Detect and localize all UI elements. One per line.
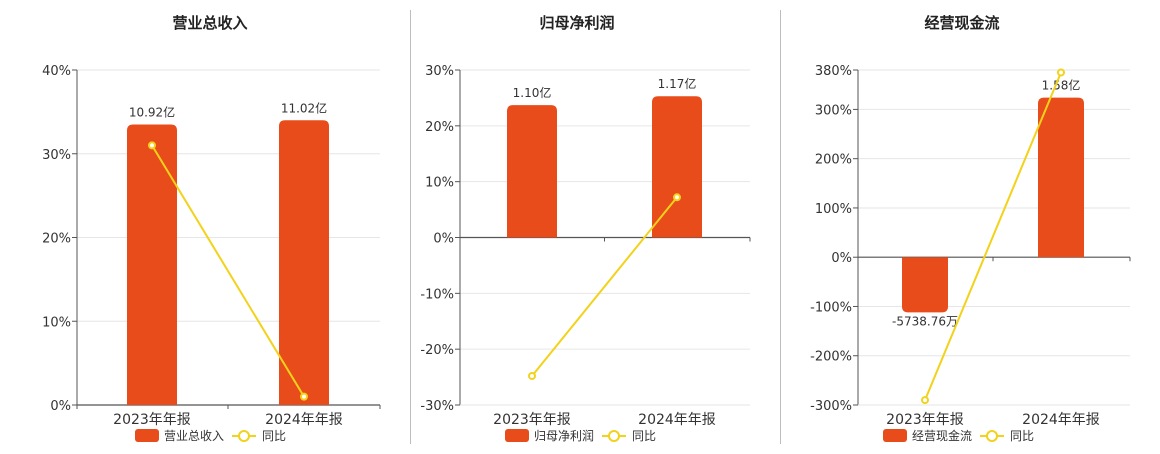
chart-revenue: 营业总收入 0% 10% 20% 30% 40% 10.92亿 11.02亿 2023年年报 20…: [42, 14, 381, 443]
bar: [652, 96, 702, 238]
yoy-line: [151, 144, 305, 398]
chart-panel-cash-flow: 经营现金流 -300% -200% -100% 0% 100% 200% 300% 380% -5…: [781, 0, 1160, 450]
x-tick-label: 2024年年报: [1022, 412, 1100, 428]
legend-line-marker: [986, 430, 998, 442]
y-tick-label: 40%: [42, 64, 71, 79]
chart-title: 营业总收入: [172, 14, 247, 32]
y-tick-label: 30%: [425, 64, 454, 79]
yoy-line: [531, 196, 678, 377]
y-tick-label: 100%: [815, 202, 852, 217]
x-tick-label: 2023年年报: [493, 412, 571, 428]
yoy-point: [1057, 68, 1065, 77]
y-tick-label: 380%: [815, 64, 852, 79]
yoy-point: [921, 396, 929, 405]
yoy-point: [528, 371, 536, 380]
legend-line-marker: [608, 430, 620, 442]
y-tick-label: 300%: [815, 103, 852, 118]
legend-bar-label: 归母净利润: [534, 429, 594, 443]
yoy-point: [673, 193, 681, 202]
y-tick-label: -300%: [810, 399, 852, 414]
chart-title: 归母净利润: [539, 14, 614, 32]
bar: [279, 120, 329, 405]
bar: [1038, 97, 1084, 258]
bar: [127, 124, 177, 405]
y-tick-label: 30%: [42, 148, 71, 163]
x-tick-label: 2023年年报: [113, 412, 191, 428]
y-tick-label: 20%: [42, 232, 71, 247]
legend-line-label: 同比: [632, 429, 656, 443]
panel-divider: [780, 10, 781, 444]
chart-panel-net-profit: 归母净利润 -30% -20% -10% 0% 10% 20% 30% 1.10亿 1.17亿 20…: [411, 0, 780, 450]
y-tick-label: 0%: [50, 399, 71, 414]
bar-value-label: 1.58亿: [1042, 78, 1081, 93]
bar-value-label: -5738.76万: [892, 314, 958, 328]
y-tick-label: 200%: [815, 153, 852, 168]
legend-bar-swatch: [883, 429, 907, 442]
y-tick-label: 10%: [42, 315, 71, 330]
yoy-point: [300, 392, 308, 401]
y-tick-label: 0%: [433, 232, 454, 247]
y-tick-label: -20%: [420, 343, 454, 358]
legend-bar-label: 经营现金流: [912, 428, 972, 443]
legend-line-label: 同比: [1010, 429, 1034, 443]
x-tick-label: 2023年年报: [886, 412, 964, 428]
bar: [902, 257, 948, 313]
y-tick-label: 10%: [425, 176, 454, 191]
yoy-point: [148, 141, 156, 150]
y-tick-label: -10%: [420, 287, 454, 302]
legend-bar-label: 营业总收入: [164, 429, 224, 443]
legend-bar-swatch: [505, 429, 529, 442]
yoy-line: [924, 72, 1062, 401]
bar-value-label: 1.10亿: [513, 85, 552, 100]
panel-divider: [410, 10, 411, 444]
x-tick-label: 2024年年报: [638, 412, 716, 428]
bar: [507, 105, 557, 238]
chart-panel-revenue: 营业总收入 0% 10% 20% 30% 40% 10.92亿 11.02亿 2023年年报 20…: [0, 0, 410, 450]
bar-value-label: 11.02亿: [281, 100, 327, 115]
legend-line-label: 同比: [262, 429, 286, 443]
y-tick-label: 0%: [831, 251, 852, 266]
chart-operating-cash-flow: 经营现金流 -300% -200% -100% 0% 100% 200% 300% 380% -5…: [810, 14, 1131, 443]
chart-title: 经营现金流: [924, 14, 999, 32]
y-tick-label: -200%: [810, 350, 852, 365]
chart-net-profit: 归母净利润 -30% -20% -10% 0% 10% 20% 30% 1.10亿 1.17亿 20…: [420, 14, 751, 443]
bar-value-label: 1.17亿: [658, 76, 697, 91]
y-tick-label: 20%: [425, 120, 454, 135]
y-tick-label: -100%: [810, 300, 852, 315]
legend-bar-swatch: [135, 429, 159, 442]
legend-line-marker: [238, 430, 250, 442]
x-tick-label: 2024年年报: [265, 412, 343, 428]
y-tick-label: -30%: [420, 399, 454, 414]
bar-value-label: 10.92亿: [129, 104, 175, 119]
